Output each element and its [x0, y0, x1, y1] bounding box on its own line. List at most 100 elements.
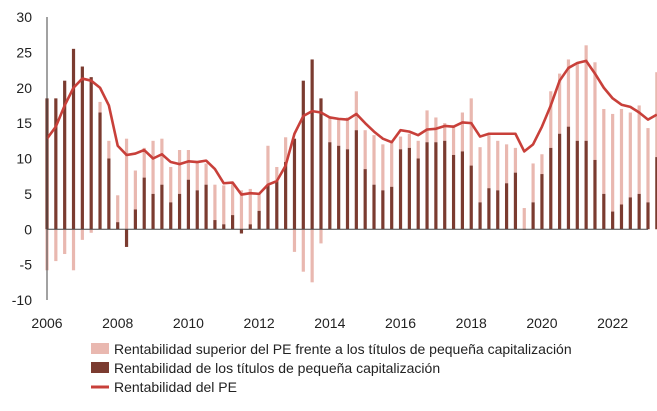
bar-smallcap	[63, 80, 67, 230]
bar-excess	[222, 185, 226, 225]
x-tick-label: 2018	[456, 315, 487, 331]
bar-excess	[566, 59, 571, 127]
bar-excess	[292, 229, 297, 252]
bar-excess	[89, 229, 93, 233]
legend: Rentabilidad superior del PE frente a lo…	[91, 341, 572, 395]
bar-smallcap	[239, 229, 244, 234]
x-tick-label: 2006	[31, 315, 62, 331]
bar-excess	[372, 135, 376, 185]
bar-excess	[628, 112, 632, 198]
bar-excess	[487, 135, 491, 189]
bar-smallcap	[646, 202, 650, 230]
legend-swatch-smallcap	[91, 362, 109, 373]
bar-excess	[540, 154, 544, 175]
bar-excess	[513, 147, 518, 173]
bar-excess	[248, 188, 252, 225]
bar-smallcap	[195, 190, 199, 230]
bar-smallcap	[337, 145, 341, 230]
bar-excess	[522, 208, 526, 230]
bar-excess	[213, 184, 217, 221]
bar-excess	[416, 140, 420, 159]
bar-smallcap	[558, 133, 562, 230]
bar-smallcap	[619, 204, 624, 230]
bar-smallcap	[549, 147, 553, 230]
bar-excess	[124, 138, 129, 230]
bar-smallcap	[222, 224, 226, 230]
bar-smallcap	[513, 172, 518, 230]
bar-excess	[646, 128, 650, 203]
bar-excess	[63, 229, 67, 255]
bar-excess	[151, 140, 155, 194]
bar-excess	[71, 229, 76, 271]
bar-smallcap	[566, 126, 571, 230]
bar-smallcap	[301, 80, 305, 230]
bar-smallcap	[460, 151, 464, 230]
bar-smallcap	[169, 202, 173, 230]
bar-excess	[337, 118, 341, 146]
y-tick-label: 10	[16, 151, 32, 167]
bar-smallcap	[151, 193, 155, 230]
bar-smallcap	[292, 138, 297, 230]
bar-smallcap	[284, 162, 288, 230]
bar-smallcap	[354, 130, 358, 230]
bar-smallcap	[124, 229, 129, 247]
bar-excess	[204, 163, 208, 185]
bar-smallcap	[602, 193, 606, 230]
axes-group	[46, 17, 648, 300]
bar-smallcap	[407, 147, 411, 230]
bar-smallcap	[116, 222, 120, 230]
bar-excess	[398, 136, 403, 150]
bar-excess	[363, 130, 367, 170]
bar-smallcap	[584, 140, 588, 230]
bar-excess	[142, 147, 146, 178]
bar-smallcap	[637, 193, 641, 230]
bar-smallcap	[443, 140, 447, 230]
bar-smallcap	[328, 142, 332, 230]
bar-smallcap	[398, 149, 403, 230]
bar-excess	[133, 170, 137, 210]
bar-excess	[98, 101, 102, 113]
bar-excess	[478, 147, 482, 203]
bar-smallcap	[71, 48, 76, 230]
bar-excess	[575, 62, 579, 141]
bar-smallcap	[372, 184, 376, 230]
y-tick-label: 15	[16, 115, 32, 131]
bar-smallcap	[593, 159, 597, 230]
bar-excess	[451, 125, 456, 155]
bar-excess	[531, 163, 535, 203]
bar-smallcap	[142, 177, 146, 230]
bar-excess	[257, 193, 261, 211]
bar-excess	[504, 144, 509, 184]
bar-smallcap	[451, 154, 456, 230]
bar-excess	[602, 108, 606, 194]
bars-group	[45, 45, 657, 283]
bar-excess	[284, 137, 288, 163]
x-tick-label: 2022	[597, 315, 628, 331]
bar-smallcap	[319, 98, 323, 230]
bar-excess	[496, 140, 500, 191]
bar-smallcap	[496, 190, 500, 230]
y-tick-label: -10	[12, 292, 32, 308]
bar-excess	[460, 112, 464, 152]
bar-smallcap	[345, 149, 350, 230]
x-tick-label: 2008	[102, 315, 133, 331]
y-tick-label: 30	[16, 9, 32, 25]
legend-label-smallcap: Rentabilidad de los títulos de pequeña c…	[114, 360, 440, 376]
bar-smallcap	[390, 186, 394, 230]
bar-excess	[310, 229, 314, 283]
bar-smallcap	[257, 210, 261, 230]
bar-smallcap	[628, 197, 632, 230]
bar-excess	[443, 123, 447, 141]
bar-smallcap	[80, 66, 84, 230]
y-tick-label: -5	[20, 257, 33, 273]
y-tick-label: 5	[24, 186, 32, 202]
x-tick-label: 2016	[385, 315, 416, 331]
bar-smallcap	[425, 142, 429, 230]
line-group	[45, 59, 657, 196]
bar-excess	[177, 150, 182, 194]
y-tick-label: 20	[16, 80, 32, 96]
bar-smallcap	[54, 98, 58, 230]
legend-label-excess: Rentabilidad superior del PE frente a lo…	[114, 341, 572, 357]
bar-smallcap	[611, 211, 615, 230]
bar-smallcap	[363, 169, 367, 230]
